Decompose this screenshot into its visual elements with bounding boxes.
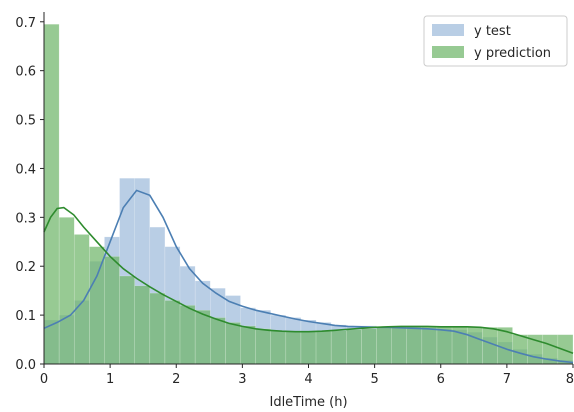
x-axis-label: IdleTime (h) [269, 395, 347, 410]
histogram-bar [512, 334, 528, 365]
histogram-bar [346, 329, 362, 365]
histogram-bars [43, 23, 574, 365]
x-axis-ticks: 0 1 2 3 4 5 6 7 8 [40, 364, 574, 387]
x-tick-label: 5 [370, 372, 378, 387]
y-tick-label: 0.3 [15, 211, 36, 226]
x-tick-label: 2 [172, 372, 180, 387]
y-tick-label: 0.7 [15, 16, 36, 31]
histogram-bar [300, 331, 317, 365]
y-tick-label: 0.2 [15, 260, 36, 275]
y-tick-label: 0.4 [15, 162, 36, 177]
legend-swatch [432, 24, 464, 36]
histogram-bar [119, 275, 135, 365]
histogram-bar [270, 330, 287, 365]
histogram-bar [285, 331, 302, 365]
histogram-bar [58, 217, 75, 365]
histogram-bar [436, 326, 453, 365]
histogram-bar [330, 330, 347, 365]
histogram-bar [134, 285, 151, 365]
x-tick-label: 3 [238, 372, 246, 387]
histogram-bar [104, 256, 120, 365]
y-axis-ticks: 0.0 0.1 0.2 0.3 0.4 0.5 0.6 0.7 [15, 16, 44, 373]
kde-line-y-test [43, 189, 574, 364]
legend: y test y prediction [423, 15, 568, 67]
histogram-bar [209, 317, 226, 365]
histogram-bar [194, 309, 211, 365]
series-y-prediction-bars [43, 23, 574, 365]
legend-swatch [432, 46, 464, 58]
histogram-bar [43, 23, 60, 365]
histogram-bar [466, 326, 483, 365]
histogram-bar [255, 328, 271, 365]
x-tick-label: 0 [40, 372, 48, 387]
y-tick-label: 0.6 [15, 65, 36, 80]
legend-label: y test [474, 24, 511, 39]
x-tick-label: 1 [106, 372, 114, 387]
histogram-bar [149, 292, 166, 365]
histogram-bar [406, 326, 423, 365]
histogram-bar [391, 326, 407, 365]
histogram-bar [179, 305, 196, 365]
histogram-bar [73, 234, 90, 365]
legend-label: y prediction [474, 46, 551, 61]
plot-area: 0 1 2 3 4 5 6 7 8 0.0 0.1 0.2 0.3 0.4 0.5 0.6 0.7 [15, 12, 574, 387]
histogram-bar [240, 325, 256, 365]
histogram-bar [421, 326, 438, 365]
kde-curves [43, 189, 574, 364]
histogram-bar [164, 300, 181, 365]
x-tick-label: 8 [566, 372, 574, 387]
histogram-bar [376, 327, 392, 365]
x-tick-label: 4 [304, 372, 312, 387]
x-tick-label: 6 [437, 372, 445, 387]
x-tick-label: 7 [503, 372, 511, 387]
histogram-bar [361, 328, 377, 365]
y-tick-label: 0.0 [15, 358, 36, 373]
kde-line-y-prediction [43, 206, 574, 354]
y-tick-label: 0.1 [15, 309, 36, 324]
histogram-bar [225, 322, 241, 365]
y-tick-label: 0.5 [15, 114, 36, 129]
histogram-bar [315, 330, 332, 365]
